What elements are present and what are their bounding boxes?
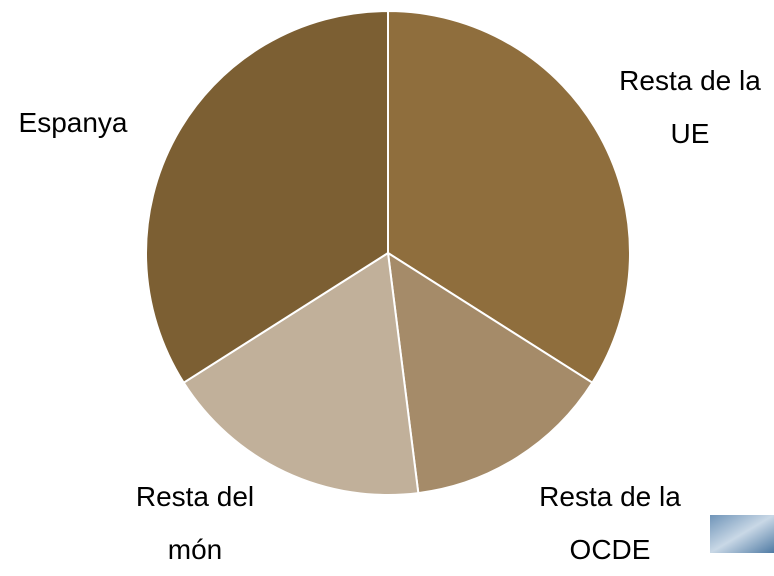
slice-label: Resta de la OCDE: [535, 470, 685, 576]
photo-thumbnail: [710, 515, 774, 553]
slice-label: Resta del món: [120, 470, 270, 576]
slice-label: Resta de la UE: [615, 54, 765, 160]
page: (() => { const data = JSON.parse(documen…: [0, 0, 774, 553]
slice-label: Espanya: [0, 96, 148, 149]
